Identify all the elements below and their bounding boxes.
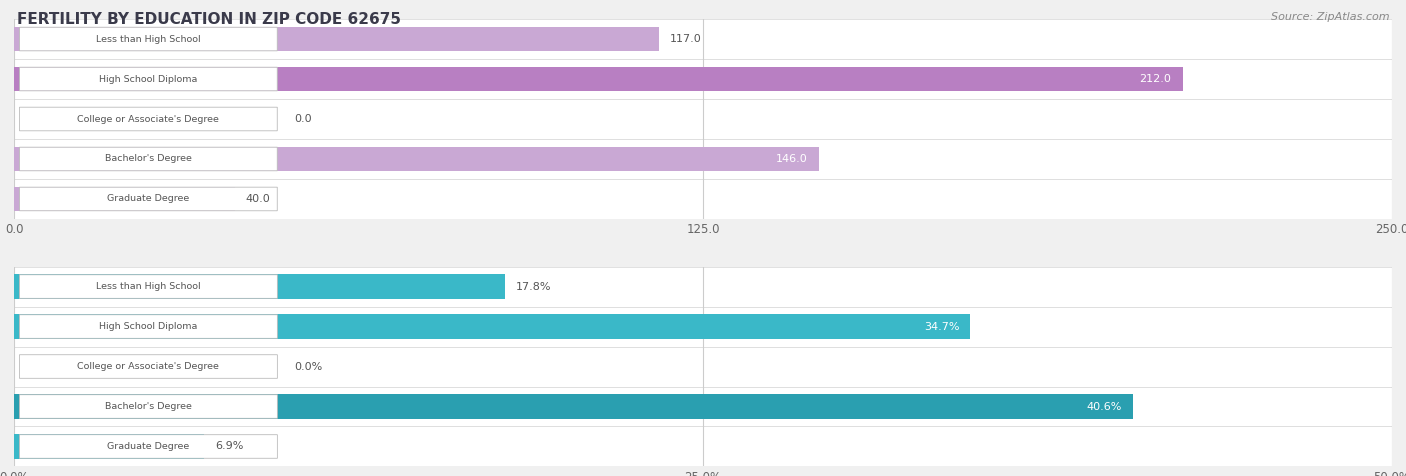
FancyBboxPatch shape bbox=[20, 355, 277, 378]
Text: 40.6%: 40.6% bbox=[1087, 401, 1122, 412]
Text: High School Diploma: High School Diploma bbox=[100, 322, 198, 331]
Text: FERTILITY BY EDUCATION IN ZIP CODE 62675: FERTILITY BY EDUCATION IN ZIP CODE 62675 bbox=[17, 12, 401, 27]
Bar bbox=[14, 187, 235, 211]
Text: College or Associate's Degree: College or Associate's Degree bbox=[77, 362, 219, 371]
Bar bbox=[14, 147, 818, 171]
FancyBboxPatch shape bbox=[20, 435, 277, 458]
FancyBboxPatch shape bbox=[20, 147, 277, 171]
Text: 6.9%: 6.9% bbox=[215, 441, 243, 452]
Text: Source: ZipAtlas.com: Source: ZipAtlas.com bbox=[1271, 12, 1389, 22]
Text: Less than High School: Less than High School bbox=[96, 282, 201, 291]
Bar bbox=[14, 394, 1133, 419]
Text: 212.0: 212.0 bbox=[1140, 74, 1171, 84]
FancyBboxPatch shape bbox=[14, 59, 1392, 99]
Text: Less than High School: Less than High School bbox=[96, 35, 201, 43]
FancyBboxPatch shape bbox=[14, 347, 1392, 387]
FancyBboxPatch shape bbox=[20, 275, 277, 298]
Text: 117.0: 117.0 bbox=[669, 34, 702, 44]
Text: 146.0: 146.0 bbox=[776, 154, 807, 164]
Text: Bachelor's Degree: Bachelor's Degree bbox=[105, 402, 191, 411]
Text: High School Diploma: High School Diploma bbox=[100, 75, 198, 83]
Text: 17.8%: 17.8% bbox=[516, 281, 551, 292]
Bar bbox=[14, 274, 505, 299]
Text: Graduate Degree: Graduate Degree bbox=[107, 442, 190, 451]
FancyBboxPatch shape bbox=[20, 395, 277, 418]
FancyBboxPatch shape bbox=[14, 426, 1392, 466]
Text: 40.0: 40.0 bbox=[246, 194, 270, 204]
FancyBboxPatch shape bbox=[14, 307, 1392, 347]
Text: 0.0%: 0.0% bbox=[294, 361, 322, 372]
FancyBboxPatch shape bbox=[14, 179, 1392, 219]
Bar bbox=[14, 434, 204, 459]
FancyBboxPatch shape bbox=[14, 99, 1392, 139]
FancyBboxPatch shape bbox=[20, 67, 277, 91]
Bar bbox=[14, 314, 970, 339]
Text: 34.7%: 34.7% bbox=[924, 321, 959, 332]
FancyBboxPatch shape bbox=[20, 315, 277, 338]
FancyBboxPatch shape bbox=[14, 139, 1392, 179]
FancyBboxPatch shape bbox=[14, 387, 1392, 426]
FancyBboxPatch shape bbox=[14, 19, 1392, 59]
FancyBboxPatch shape bbox=[20, 107, 277, 131]
Text: Graduate Degree: Graduate Degree bbox=[107, 195, 190, 203]
Text: 0.0: 0.0 bbox=[294, 114, 311, 124]
Text: College or Associate's Degree: College or Associate's Degree bbox=[77, 115, 219, 123]
FancyBboxPatch shape bbox=[20, 27, 277, 51]
Bar bbox=[14, 27, 659, 51]
FancyBboxPatch shape bbox=[20, 187, 277, 211]
Bar bbox=[14, 67, 1182, 91]
Text: Bachelor's Degree: Bachelor's Degree bbox=[105, 155, 191, 163]
FancyBboxPatch shape bbox=[14, 267, 1392, 307]
